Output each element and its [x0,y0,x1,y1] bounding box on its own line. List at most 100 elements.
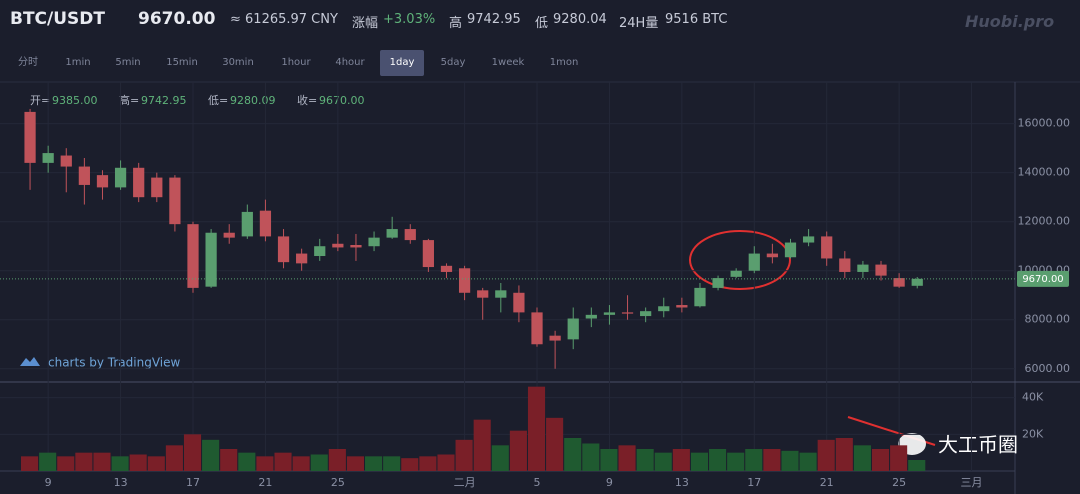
candle-body [169,177,181,225]
volume-bar [473,419,491,471]
candle-body [513,292,525,313]
volume-bar [618,445,636,471]
interval-button[interactable]: 30min [222,57,254,68]
candle-body [187,224,199,288]
volume-bar [527,386,546,471]
price: 9670.00 [138,9,216,29]
interval-button[interactable]: 1min [65,57,91,68]
volume-bar [39,452,57,471]
candle-body [205,232,217,287]
interval-button[interactable]: 15min [166,57,198,68]
candle-body [730,270,742,277]
low: 9280.04 [553,12,607,27]
volume-bar [745,449,763,471]
interval-button[interactable]: 1hour [281,57,311,68]
candle-body [332,243,344,248]
x-tick-label: 25 [892,476,906,489]
candle-body [640,311,652,317]
candle-body [911,278,923,286]
last-price-box [1017,270,1069,287]
candle-body [621,312,634,314]
volume-bar [564,438,582,471]
candle-body [567,318,579,340]
ohlc-value: 9385.00 [52,94,98,107]
y-tick-label: 16000.00 [1018,117,1071,130]
volume-bar [21,456,39,471]
volume-bar [93,452,111,471]
interval-button[interactable]: 5day [440,57,466,68]
candle-body [314,246,326,257]
cny: ≈ 61265.97 CNY [230,12,338,27]
volume-bar [690,452,709,471]
interval-button[interactable]: 1mon [549,57,579,68]
interval-button[interactable]: 5min [115,57,141,68]
volume-bar [383,456,401,471]
ohlc-value: 9670.00 [319,94,365,107]
candle-body [549,335,561,341]
volume-bar [636,449,654,471]
candle-body [277,236,290,263]
volume-bar [57,456,75,471]
volume-bar [328,449,346,471]
volume-bar [220,449,238,471]
volume-bar [890,445,908,471]
toolbar: 分时 1min 5min 15min 30min 1hour 4hour 1day 5day 1w… [0,48,1080,78]
candle-body [875,264,887,276]
logo: Huobi.pro [965,12,1055,31]
header: BTC/USDT 9670.00 ≈ 61265.97 CNY 涨幅 +3.03… [0,0,1080,44]
interval-button[interactable]: 1day [380,50,424,76]
last-price-label: 9670.00 [1022,274,1063,285]
volume-bar [365,456,383,471]
candle-body [24,111,36,163]
candle-body [350,244,362,248]
x-tick-label: 三月 [961,476,983,489]
ohlc-label: 低= [208,94,228,107]
candle-body [712,278,724,288]
vol: 9516 BTC [665,12,728,27]
candle-body [839,258,851,272]
candle-body [133,167,145,198]
candle-body [784,242,797,258]
x-tick-label: 17 [186,476,200,489]
interval-button[interactable]: 分时 [18,57,38,68]
volume-bar [202,439,220,471]
volume-bar [835,438,853,471]
y-tick-label: 12000.00 [1018,215,1071,228]
interval-button[interactable]: 1week [491,57,525,68]
candle-body [223,232,235,238]
ohlc-label: 收= [297,93,317,107]
annotation: 大工币圈 [938,433,1018,457]
vol-tick-label: 20K [1022,427,1044,440]
high-label: 高 [449,16,463,31]
candle-body [857,264,869,272]
volume-bar [183,434,202,471]
candle-body [422,240,434,268]
candle-body [241,211,253,237]
volume-bar [310,454,328,471]
x-tick-label: 21 [820,476,834,489]
interval-button[interactable]: 4hour [335,57,365,68]
x-tick-label: 13 [675,476,689,489]
volume-bar [817,439,835,471]
volume-bar [672,449,690,471]
volume-bar [654,452,672,471]
candle-body [296,253,308,264]
volume-bar [709,449,727,471]
x-tick-label: 25 [331,476,345,489]
candle-body [585,314,597,319]
x-tick-label: 9 [45,476,52,489]
x-tick-label: 二月 [454,476,476,489]
candle-body [531,312,543,345]
volume-bar [908,460,926,471]
candle-body [603,312,616,315]
candle-body [151,177,163,198]
ohlc-value: 9280.09 [230,94,276,107]
volume-bar [401,458,419,471]
pair: BTC/USDT [10,9,105,29]
x-tick-label: 5 [534,476,541,489]
volume-bar [274,452,292,471]
ohlc-value: 9742.95 [141,94,187,107]
y-tick-label: 6000.00 [1025,362,1071,375]
vol-label: 24H量 [619,16,659,31]
